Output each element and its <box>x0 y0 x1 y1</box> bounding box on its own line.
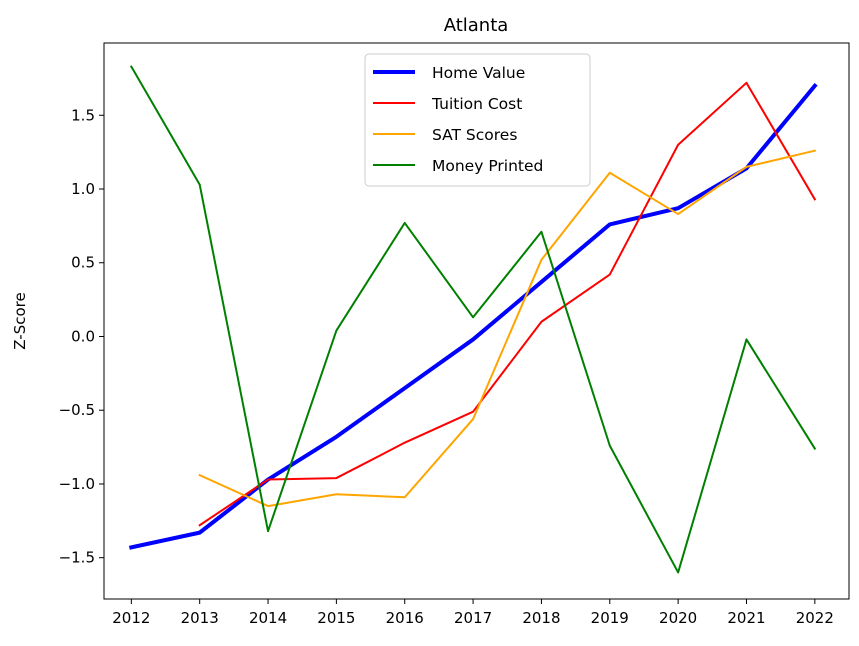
y-tick-label: 1.0 <box>71 180 95 198</box>
x-tick-label: 2020 <box>659 609 697 627</box>
legend-label-tuition-cost: Tuition Cost <box>431 95 522 113</box>
y-axis: −1.5 −1.0 −0.5 0.0 0.5 1.0 1.5 <box>59 106 104 567</box>
x-tick-label: 2015 <box>317 609 355 627</box>
series-line-money-printed <box>129 65 817 574</box>
plot-area <box>128 65 818 574</box>
y-tick-label: −1.0 <box>59 475 95 493</box>
x-tick-label: 2013 <box>181 609 219 627</box>
legend-label-home-value: Home Value <box>432 64 525 82</box>
chart-title: Atlanta <box>444 15 509 36</box>
y-tick-label: −0.5 <box>59 401 95 419</box>
x-tick-label: 2016 <box>386 609 424 627</box>
legend-label-money-printed: Money Printed <box>432 157 543 175</box>
legend: Home Value Tuition Cost SAT Scores Money Pr… <box>364 53 591 187</box>
x-tick-label: 2019 <box>591 609 629 627</box>
x-tick-label: 2014 <box>249 609 287 627</box>
series-line-tuition-cost <box>198 81 817 527</box>
plot-frame <box>103 42 850 600</box>
x-tick-label: 2018 <box>522 609 560 627</box>
legend-label-sat-scores: SAT Scores <box>432 126 517 144</box>
x-axis: 2012 2013 2014 2015 2016 2017 2018 2019 2020 2021… <box>112 599 834 627</box>
x-tick-label: 2021 <box>727 609 765 627</box>
y-axis-label: Z-Score <box>11 292 29 349</box>
x-tick-label: 2022 <box>796 609 834 627</box>
y-tick-label: 0.5 <box>71 254 95 272</box>
y-tick-label: −1.5 <box>59 549 95 567</box>
y-tick-label: 1.5 <box>71 106 95 124</box>
x-tick-label: 2012 <box>112 609 150 627</box>
x-tick-label: 2017 <box>454 609 492 627</box>
y-tick-label: 0.0 <box>71 327 95 345</box>
legend-box <box>364 53 591 187</box>
series-line-home-value <box>128 82 818 550</box>
series-line-sat-scores <box>198 149 817 508</box>
